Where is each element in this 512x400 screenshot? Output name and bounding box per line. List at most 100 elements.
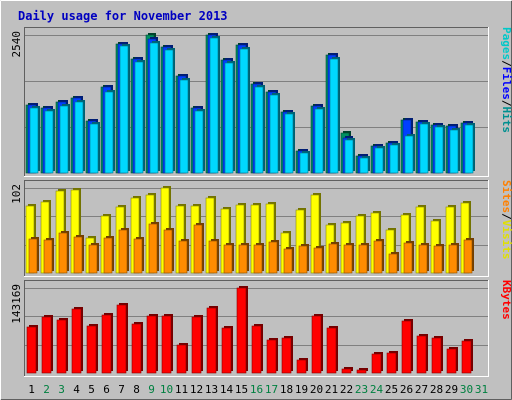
bar-face xyxy=(134,61,144,174)
bar-pages xyxy=(224,61,235,174)
axis-max-label: 2540 xyxy=(10,31,23,58)
bar-face xyxy=(328,243,338,274)
bar-sites xyxy=(373,239,384,274)
bar-face xyxy=(101,314,112,374)
bar-kbytes xyxy=(281,336,293,374)
x-tick-label: 3 xyxy=(58,383,65,396)
bar-face xyxy=(133,238,143,274)
x-tick-label: 24 xyxy=(370,383,384,396)
bar-face xyxy=(176,344,187,374)
bar-face xyxy=(461,340,472,374)
x-tick-label: 1 xyxy=(28,383,35,396)
bar-face xyxy=(28,238,38,274)
bar-kbytes xyxy=(221,326,233,374)
bar-face xyxy=(163,229,173,274)
bar-pages xyxy=(194,109,205,174)
legend: Sites/Visits xyxy=(500,180,512,260)
bar-kbytes xyxy=(191,315,203,374)
bar-sites xyxy=(328,242,339,274)
bar-face xyxy=(464,124,474,174)
bar-sites xyxy=(268,240,279,274)
bar-face xyxy=(341,368,352,374)
bar-face xyxy=(71,308,82,374)
bar-face xyxy=(314,108,324,174)
bar-pages xyxy=(389,143,400,174)
bar-kbytes xyxy=(416,334,428,374)
bar-face xyxy=(404,135,414,174)
bar-kbytes xyxy=(341,367,353,374)
bar-face xyxy=(236,287,247,374)
bar-kbytes xyxy=(296,358,308,374)
bar-kbytes xyxy=(131,322,143,374)
bar-kbytes xyxy=(176,343,188,374)
bar-face xyxy=(374,147,384,174)
bar-sites xyxy=(103,236,114,274)
bar-face xyxy=(209,37,219,174)
x-tick-label: 5 xyxy=(88,383,95,396)
bar-face xyxy=(371,353,382,374)
bar-face xyxy=(43,239,53,274)
bar-pages xyxy=(209,36,220,174)
bar-face xyxy=(239,48,249,174)
x-tick-label: 8 xyxy=(133,383,140,396)
legend: KBytes xyxy=(500,280,512,320)
bar-kbytes xyxy=(116,303,128,374)
x-tick-label: 29 xyxy=(445,383,458,396)
bar-face xyxy=(161,315,172,374)
x-tick-label: 18 xyxy=(280,383,293,396)
x-tick-label: 7 xyxy=(118,383,125,396)
bar-shadow xyxy=(359,368,368,371)
bar-face xyxy=(284,113,294,174)
bar-sites xyxy=(403,241,414,274)
bar-kbytes xyxy=(251,324,263,374)
x-tick-label: 20 xyxy=(310,383,323,396)
bar-pages xyxy=(89,122,100,174)
bar-face xyxy=(41,316,52,374)
bar-kbytes xyxy=(386,351,398,374)
bar-pages xyxy=(74,100,85,174)
x-tick-label: 14 xyxy=(220,383,234,396)
bar-face xyxy=(416,335,427,374)
bar-face xyxy=(59,105,69,174)
x-tick-label: 2 xyxy=(43,383,50,396)
bar-face xyxy=(419,123,429,174)
bar-sites xyxy=(358,243,369,274)
bar-pages xyxy=(329,57,340,174)
x-tick-label: 6 xyxy=(103,383,110,396)
bar-kbytes xyxy=(206,306,218,374)
bar-face xyxy=(326,327,337,374)
bar-face xyxy=(344,139,354,174)
bar-face xyxy=(343,244,353,274)
bar-kbytes xyxy=(371,352,383,374)
bar-face xyxy=(266,339,277,374)
bar-pages xyxy=(284,112,295,174)
bar-kbytes xyxy=(461,339,473,374)
bar-sites xyxy=(418,243,429,274)
bar-face xyxy=(373,240,383,274)
x-tick-label: 21 xyxy=(325,383,338,396)
bar-face xyxy=(359,157,369,174)
bar-face xyxy=(206,307,217,374)
bar-face xyxy=(193,224,203,274)
bar-face xyxy=(254,86,264,174)
legend-entry: KBytes xyxy=(500,280,512,320)
bar-face xyxy=(269,94,279,174)
bar-face xyxy=(73,236,83,274)
bar-pages xyxy=(134,60,145,174)
bar-pages xyxy=(254,85,265,174)
bar-sites xyxy=(88,243,99,274)
bar-face xyxy=(296,359,307,374)
bar-face xyxy=(329,58,339,174)
bar-face xyxy=(179,79,189,174)
x-tick-label: 26 xyxy=(400,383,413,396)
bar-sites xyxy=(283,247,294,274)
bar-face xyxy=(401,320,412,374)
bar-face xyxy=(224,62,234,174)
bar-face xyxy=(116,304,127,374)
bar-face xyxy=(119,45,129,174)
bar-face xyxy=(446,348,457,374)
bar-face xyxy=(356,369,367,374)
x-tick-label: 9 xyxy=(148,383,155,396)
bar-face xyxy=(149,42,159,174)
bar-face xyxy=(311,315,322,374)
